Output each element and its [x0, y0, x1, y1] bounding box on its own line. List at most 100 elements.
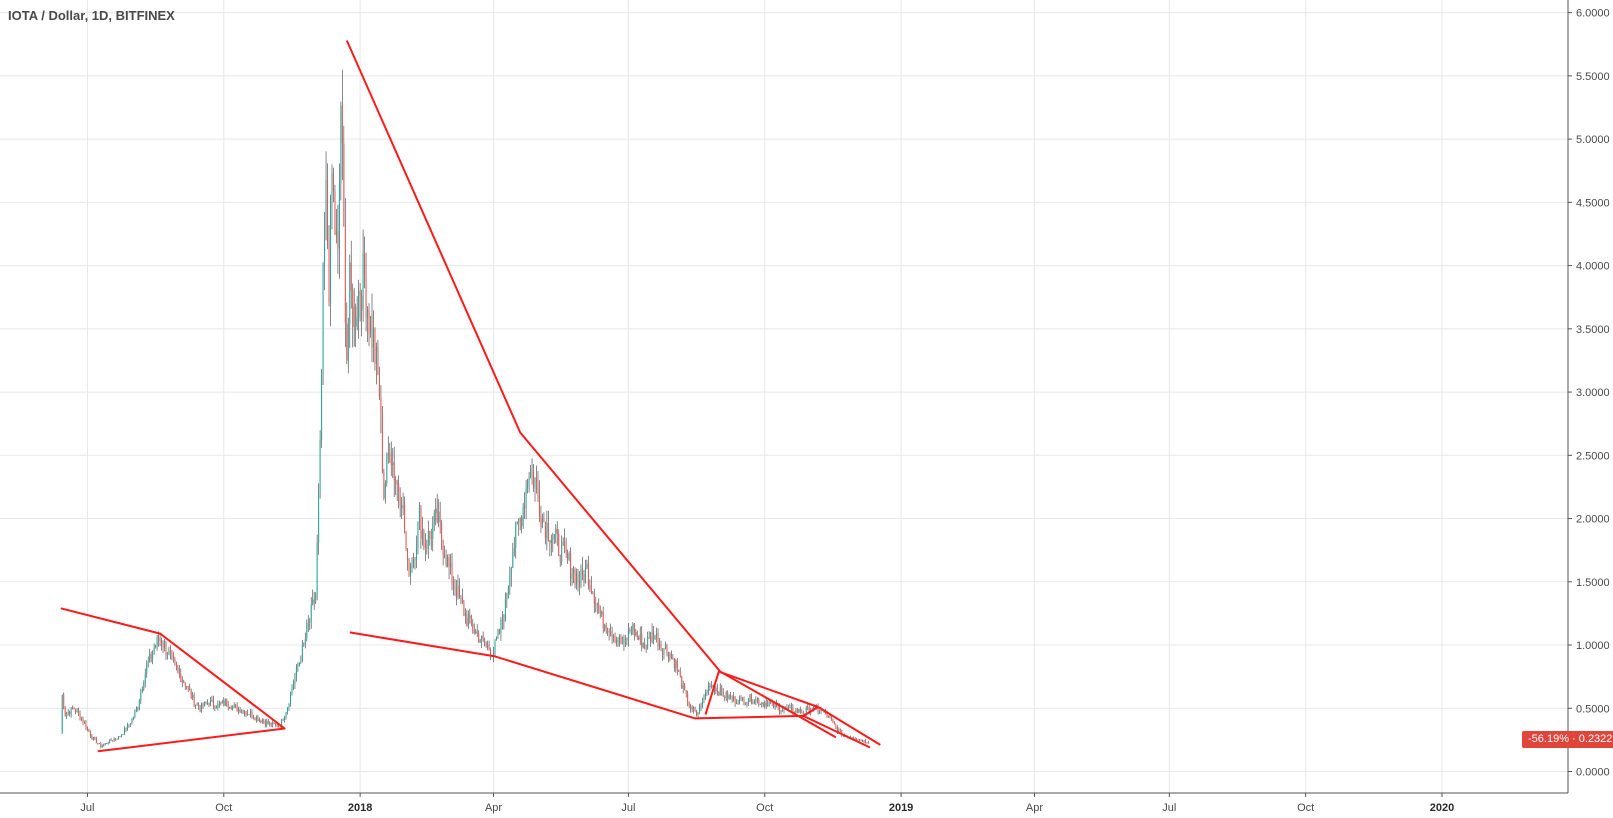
candle-body [530, 470, 532, 478]
price-axis[interactable]: 6.0000 5.5000 5.0000 4.5000 4.0000 3.5000 3.00… [1568, 8, 1610, 779]
candle-body [445, 557, 447, 566]
grid [0, 0, 1568, 793]
candle-body [107, 743, 109, 744]
y-tick-label: 2.5000 [1576, 450, 1610, 462]
candle-body [764, 702, 766, 706]
candle-body [343, 143, 345, 227]
candle-body [756, 699, 758, 701]
candle-body [578, 582, 580, 587]
candle-body [623, 639, 625, 644]
candle-body [322, 262, 324, 371]
candle-body [279, 726, 281, 729]
candle-body [140, 692, 142, 701]
candle-body [321, 370, 323, 440]
trendlines[interactable] [60, 40, 881, 753]
candle-body [329, 196, 332, 304]
trendline[interactable] [345, 40, 837, 739]
candle-body [853, 738, 855, 740]
candle-body [238, 709, 240, 712]
trendline[interactable] [60, 607, 286, 753]
candle-body [710, 684, 712, 688]
candle-body [648, 636, 650, 639]
candle-body [737, 702, 739, 705]
candle-body [535, 477, 538, 483]
candle-body [118, 736, 120, 740]
trendline[interactable] [704, 670, 881, 746]
candle-body [614, 636, 616, 643]
candle-body [749, 694, 751, 701]
candle-body [331, 173, 333, 197]
candle-body [426, 548, 428, 549]
candle-body [503, 620, 505, 622]
candle-body [518, 521, 520, 523]
candle-body [859, 739, 861, 741]
candle-body [254, 718, 256, 720]
candle-body [417, 521, 419, 548]
candle-body [410, 565, 412, 576]
candle-body [267, 721, 269, 724]
candle-body [452, 582, 455, 586]
candle-body [229, 706, 231, 708]
candle-body [278, 726, 280, 728]
candle-body [79, 713, 81, 720]
candle-body [352, 290, 354, 328]
y-tick-label: 2.0000 [1576, 514, 1610, 526]
candle-body [442, 539, 444, 556]
candle-body [294, 676, 296, 684]
candle-body [666, 645, 668, 653]
candle-body [166, 653, 168, 655]
candle-body [61, 695, 63, 734]
candle-body [389, 452, 391, 460]
candle-body [353, 306, 355, 328]
candle-body [390, 459, 392, 466]
candle-body [276, 724, 278, 727]
candle-body [257, 716, 259, 722]
candle-body [393, 462, 395, 481]
candle-body [863, 740, 865, 742]
candle-body [626, 638, 628, 640]
candle-body [129, 723, 131, 725]
candle-body [95, 738, 97, 744]
candle-body [584, 567, 586, 583]
candle-body [135, 709, 137, 712]
x-tick-label: Jul [80, 802, 94, 814]
candle-body [864, 740, 867, 743]
candle-body [232, 705, 234, 709]
candle-body [304, 638, 306, 643]
candle-body [602, 611, 604, 629]
candle-body [515, 524, 517, 549]
candle-body [607, 630, 609, 632]
candle-body [328, 244, 330, 304]
candle-body [168, 650, 170, 655]
trendline[interactable] [802, 706, 819, 717]
candle-body [244, 710, 246, 714]
candle-body [703, 697, 705, 700]
candle-body [86, 728, 88, 730]
candle-body [288, 703, 290, 708]
candle-body [836, 727, 838, 733]
candle-body [220, 703, 222, 704]
trendline[interactable] [349, 631, 871, 749]
candle-body [506, 597, 508, 600]
candle-body [709, 685, 711, 688]
candle-body [301, 645, 303, 662]
candle-body [817, 707, 819, 712]
candle-body [378, 374, 380, 397]
candle-body [435, 508, 437, 514]
time-axis[interactable]: Jul Oct 2018 Apr Jul Oct 2019 Apr Jul Oct 2020 [80, 793, 1454, 814]
candle-body [414, 559, 416, 561]
candle-body [694, 710, 696, 711]
candle-body [281, 719, 283, 729]
candle-body [715, 687, 717, 691]
candle-body [332, 173, 334, 192]
candle-body [490, 649, 492, 656]
candle-body [224, 699, 226, 706]
candle-body [464, 613, 466, 616]
candle-body [233, 704, 235, 706]
candle-body [355, 306, 357, 327]
candle-body [478, 633, 480, 643]
candle-body [100, 743, 102, 748]
y-tick-label: 0.0000 [1576, 766, 1610, 778]
candle-body [201, 703, 203, 712]
